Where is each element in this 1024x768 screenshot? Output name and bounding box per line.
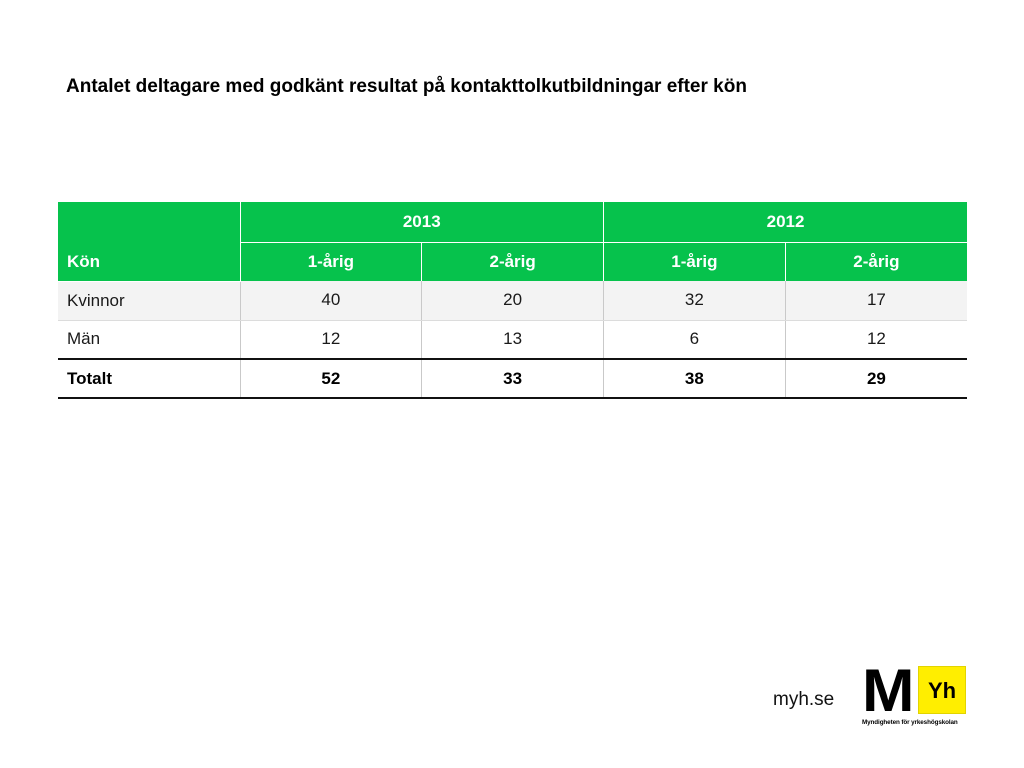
subcolumn-header-2012-1arig: 1-årig bbox=[603, 242, 786, 281]
cell-man-2013-2arig: 13 bbox=[421, 320, 604, 360]
subcolumn-header-2012-2arig: 2-årig bbox=[784, 242, 968, 281]
table-row-totalt: Totalt 52 33 38 29 bbox=[58, 359, 968, 399]
cell-kvinnor-2012-1arig: 32 bbox=[603, 281, 786, 321]
table-row-man: Män 12 13 6 12 bbox=[58, 320, 968, 360]
site-url: myh.se bbox=[773, 689, 835, 710]
slide-title: Antalet deltagare med godkänt resultat p… bbox=[66, 76, 747, 97]
cell-man-2012-1arig: 6 bbox=[603, 320, 786, 360]
cell-man-2012-2arig: 12 bbox=[784, 320, 968, 360]
year-header-2012: 2012 bbox=[603, 202, 968, 243]
row-label-man: Män bbox=[58, 320, 240, 360]
logo-subtitle: Myndigheten för yrkeshögskolan bbox=[862, 719, 958, 726]
cell-kvinnor-2013-1arig: 40 bbox=[239, 281, 422, 321]
results-table: Kön 2013 2012 1-årig 2-årig 1-årig 2-åri… bbox=[58, 202, 968, 399]
subcolumn-header-row: 1-årig 2-årig 1-årig 2-årig bbox=[58, 242, 968, 281]
myh-logo: M Yh Myndigheten för yrkeshögskolan bbox=[862, 657, 968, 728]
logo-yh-text: Yh bbox=[928, 678, 957, 703]
subcolumn-header-2013-2arig: 2-årig bbox=[421, 242, 604, 281]
year-header-2013: 2013 bbox=[239, 202, 604, 243]
row-label-kvinnor: Kvinnor bbox=[58, 281, 240, 321]
cell-man-2013-1arig: 12 bbox=[239, 320, 422, 360]
logo-yh-box: Yh bbox=[918, 666, 966, 714]
year-header-row: Kön 2013 2012 bbox=[58, 202, 968, 282]
cell-totalt-2013-1arig: 52 bbox=[239, 359, 422, 399]
subcolumn-header-2013-1arig: 1-årig bbox=[239, 242, 422, 281]
cell-totalt-2012-1arig: 38 bbox=[603, 359, 786, 399]
cell-kvinnor-2013-2arig: 20 bbox=[421, 281, 604, 321]
cell-kvinnor-2012-2arig: 17 bbox=[784, 281, 968, 321]
row-label-totalt: Totalt bbox=[58, 359, 240, 399]
table-row-kvinnor: Kvinnor 40 20 32 17 bbox=[58, 281, 968, 321]
row-header-kon: Kön bbox=[58, 202, 240, 282]
cell-totalt-2012-2arig: 29 bbox=[784, 359, 968, 399]
logo-m-letter: M bbox=[862, 657, 915, 724]
cell-totalt-2013-2arig: 33 bbox=[421, 359, 604, 399]
